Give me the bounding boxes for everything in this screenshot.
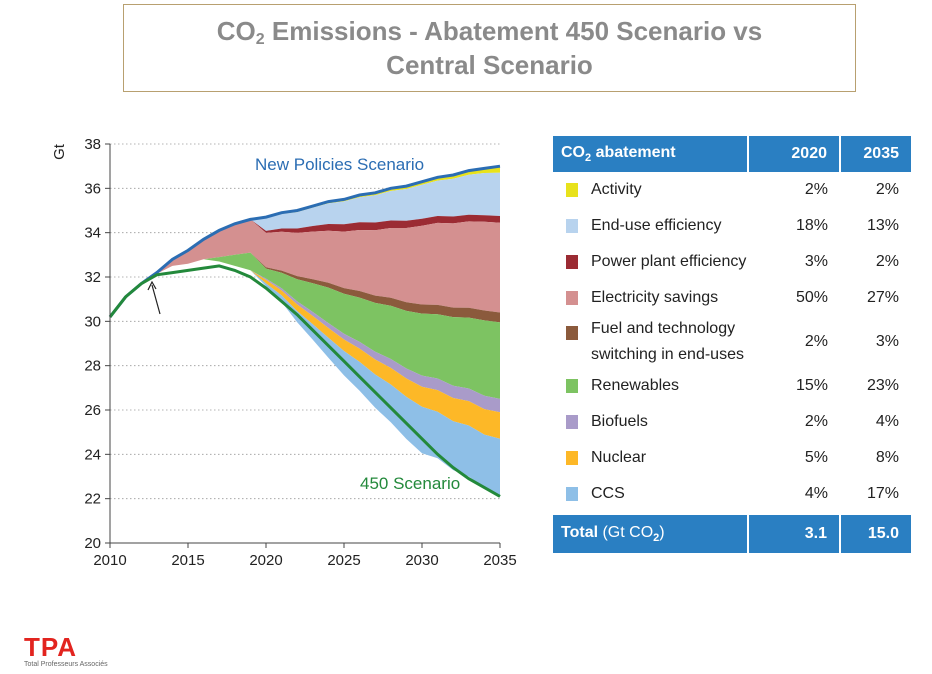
row-label: Biofuels bbox=[591, 413, 648, 430]
x-tick-label-2025: 2025 bbox=[327, 552, 360, 569]
value-2020: 2% bbox=[804, 333, 828, 350]
row-label: Renewables bbox=[591, 377, 680, 394]
legend-swatch-end-use-efficiency bbox=[566, 218, 578, 233]
y-tick-label-20: 20 bbox=[84, 535, 101, 552]
value-2020: 2% bbox=[804, 413, 828, 430]
area-fuel-and-technology-switching-in-end-uses bbox=[110, 252, 500, 323]
value-2020: 3% bbox=[804, 253, 828, 270]
value-2020: 18% bbox=[795, 217, 828, 234]
table-row-activity: Activity 2% 2% bbox=[553, 172, 911, 208]
value-2035: 23% bbox=[866, 377, 899, 394]
annotation-new-policies: New Policies Scenario bbox=[255, 155, 424, 174]
legend-swatch-activity bbox=[566, 182, 578, 197]
x-tick-label-2030: 2030 bbox=[405, 552, 438, 569]
arrow-annotation bbox=[147, 280, 161, 315]
legend-swatch-biofuels bbox=[566, 414, 578, 429]
row-label-line-2: switching in end-uses bbox=[591, 346, 744, 363]
table-row-power-plant-efficiency: Power plant efficiency 3% 2% bbox=[553, 244, 911, 280]
value-2035: 3% bbox=[875, 333, 899, 350]
y-tick-label-22: 22 bbox=[84, 491, 101, 508]
abatement-areas bbox=[110, 166, 500, 496]
header-2035: 2035 bbox=[839, 136, 911, 172]
area-renewables bbox=[110, 252, 500, 399]
abatement-table: CO2 abatement 2020 2035 Activity 2% 2% E… bbox=[553, 136, 911, 553]
legend-swatch-power-plant-efficiency bbox=[566, 254, 578, 269]
value-2035: 13% bbox=[866, 217, 899, 234]
total-2035: 15.0 bbox=[839, 512, 911, 553]
title-line-2: Central Scenario bbox=[386, 50, 593, 80]
header-co2-abatement: CO2 abatement bbox=[553, 136, 748, 172]
logo-tagline: Total Professeurs Associés bbox=[24, 661, 108, 668]
value-2035: 2% bbox=[875, 253, 899, 270]
legend-swatch-nuclear bbox=[566, 450, 578, 465]
slide-title: CO2 Emissions - Abatement 450 Scenario v… bbox=[123, 4, 856, 92]
legend-swatch-fuel-switching bbox=[566, 325, 578, 340]
value-2020: 5% bbox=[804, 449, 828, 466]
value-2020: 4% bbox=[804, 485, 828, 502]
value-2035: 2% bbox=[875, 181, 899, 198]
value-2020: 15% bbox=[795, 377, 828, 394]
value-2035: 17% bbox=[866, 485, 899, 502]
emissions-chart: 20 22 24 26 28 30 32 34 36 38 2010 2015 2020 2025 2030… bbox=[51, 136, 517, 569]
row-label: CCS bbox=[591, 485, 625, 502]
y-tick-label-24: 24 bbox=[84, 446, 101, 463]
table-row-total: Total (Gt CO2) 3.1 15.0 bbox=[553, 512, 911, 553]
line-450-scenario bbox=[108, 264, 501, 498]
y-tick-label-28: 28 bbox=[84, 358, 101, 375]
table-row-end-use-efficiency: End-use efficiency 18% 13% bbox=[553, 208, 911, 244]
legend-swatch-ccs bbox=[566, 486, 578, 501]
logo-mark: TPA bbox=[24, 632, 78, 662]
table-row-biofuels: Biofuels 2% 4% bbox=[553, 404, 911, 440]
table-header-row: CO2 abatement 2020 2035 bbox=[553, 136, 911, 172]
table-row-renewables: Renewables 15% 23% bbox=[553, 368, 911, 404]
total-2020: 3.1 bbox=[747, 512, 840, 553]
legend-swatch-renewables bbox=[566, 378, 578, 393]
row-label: Nuclear bbox=[591, 449, 647, 466]
row-label-line-1: Fuel and technology bbox=[591, 320, 736, 337]
value-2020: 2% bbox=[804, 181, 828, 198]
y-axis-label: Gt bbox=[51, 143, 68, 160]
tpa-logo: TPA Total Professeurs Associés bbox=[24, 634, 108, 669]
area-nuclear bbox=[110, 259, 500, 439]
table-row-fuel-switching: Fuel and technology switching in end-uses… bbox=[553, 316, 911, 368]
value-2035: 8% bbox=[875, 449, 899, 466]
header-2020: 2020 bbox=[747, 136, 840, 172]
area-biofuels bbox=[110, 259, 500, 413]
x-tick-label-2015: 2015 bbox=[171, 552, 204, 569]
y-tick-label-30: 30 bbox=[84, 313, 101, 330]
row-label: Electricity savings bbox=[591, 289, 719, 306]
y-tick-label-26: 26 bbox=[84, 402, 101, 419]
line-new-policies-scenario bbox=[108, 164, 501, 318]
value-2020: 50% bbox=[795, 289, 828, 306]
scenario-lines bbox=[108, 164, 501, 498]
row-label: End-use efficiency bbox=[591, 217, 722, 234]
table-row-electricity-savings: Electricity savings 50% 27% bbox=[553, 280, 911, 316]
x-tick-label-2020: 2020 bbox=[249, 552, 282, 569]
y-tick-label-34: 34 bbox=[84, 225, 101, 242]
y-tick-label-32: 32 bbox=[84, 269, 101, 286]
y-tick-label-38: 38 bbox=[84, 136, 101, 153]
annotation-450-scenario: 450 Scenario bbox=[360, 474, 460, 493]
x-tick-label-2035: 2035 bbox=[483, 552, 516, 569]
row-label: Fuel and technology switching in end-uses bbox=[591, 316, 748, 368]
title-line-1: CO2 Emissions - Abatement 450 Scenario v… bbox=[216, 16, 763, 48]
axes: 20 22 24 26 28 30 32 34 36 38 2010 2015 2020 2025 2030… bbox=[84, 136, 516, 569]
row-label: Power plant efficiency bbox=[591, 253, 747, 270]
x-tick-label-2010: 2010 bbox=[93, 552, 126, 569]
total-label: Total (Gt CO2) bbox=[553, 512, 748, 553]
value-2035: 4% bbox=[875, 413, 899, 430]
area-electricity-savings bbox=[110, 219, 500, 317]
table-row-nuclear: Nuclear 5% 8% bbox=[553, 440, 911, 476]
legend-swatch-electricity-savings bbox=[566, 290, 578, 305]
row-label: Activity bbox=[591, 181, 642, 198]
area-end-use-efficiency bbox=[110, 172, 500, 317]
value-2035: 27% bbox=[866, 289, 899, 306]
y-tick-label-36: 36 bbox=[84, 180, 101, 197]
table-row-ccs: CCS 4% 17% bbox=[553, 476, 911, 514]
